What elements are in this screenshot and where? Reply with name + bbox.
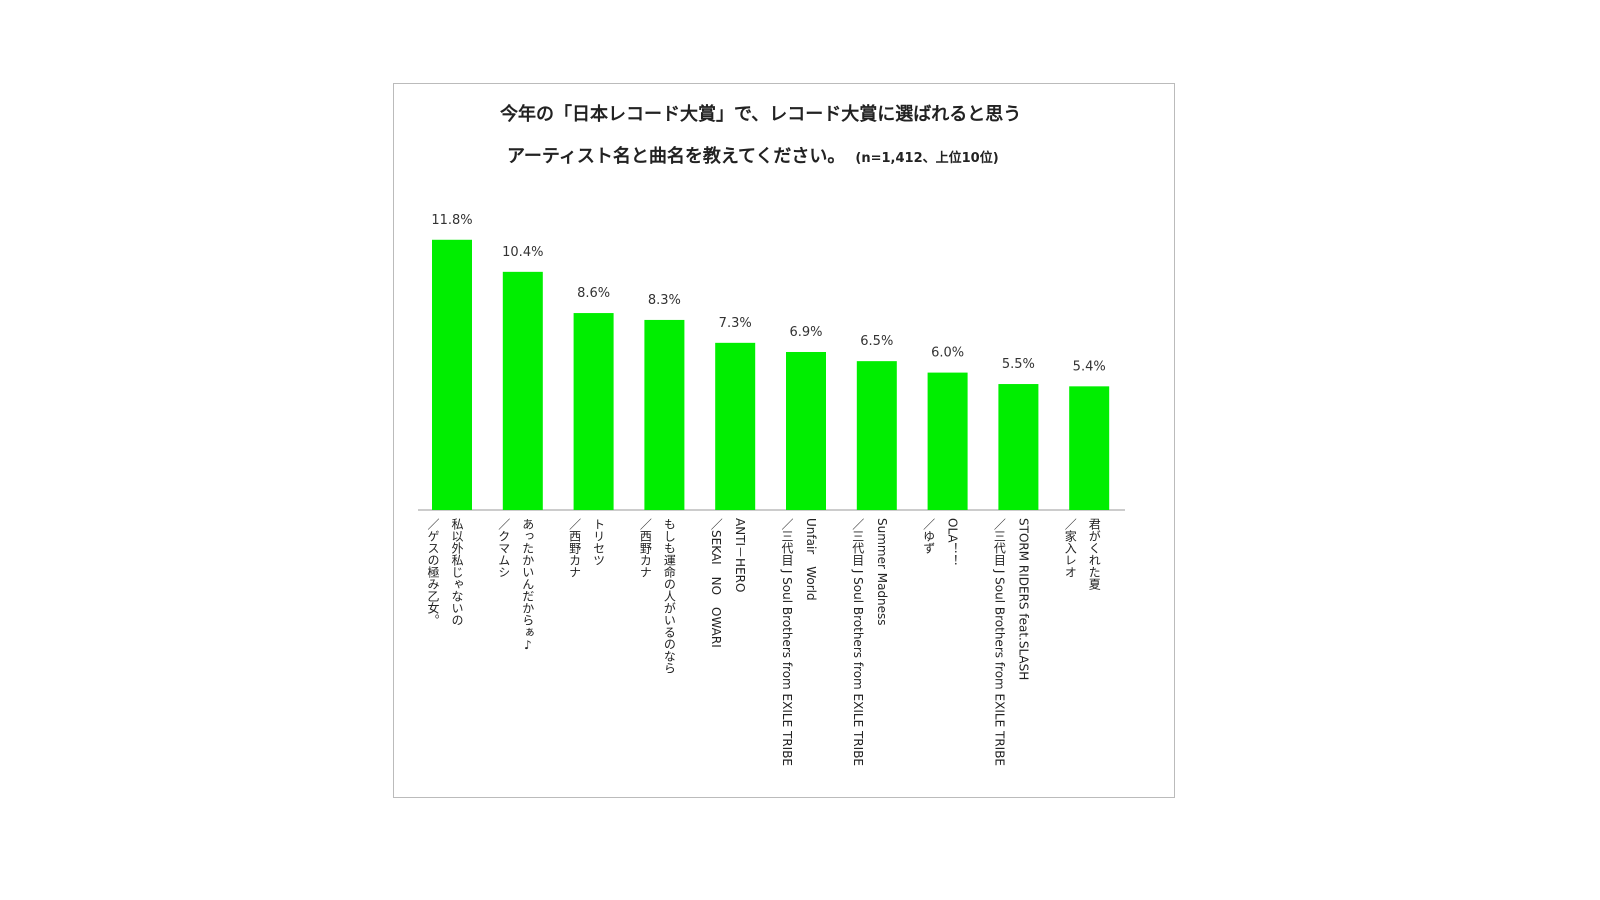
chart-subtitle: (n=1,412、上位10位) bbox=[855, 151, 999, 166]
x-tick-label: ／クマムシ bbox=[496, 518, 511, 578]
x-tick-label: ／ゲスの極み乙女。 bbox=[426, 518, 440, 626]
x-tick-label: Summer Madness bbox=[874, 518, 889, 626]
x-tick-label: ／家入レオ bbox=[1063, 518, 1078, 578]
x-tick-label: ／三代目 J Soul Brothers from EXILE TRIBE bbox=[780, 518, 794, 767]
x-tick-label: STORM RIDERS feat.SLASH bbox=[1016, 518, 1031, 681]
x-tick-label: ／三代目 J Soul Brothers from EXILE TRIBE bbox=[992, 518, 1007, 767]
bar bbox=[715, 342, 756, 510]
data-label: 6.9% bbox=[789, 325, 822, 340]
data-label: 6.0% bbox=[931, 346, 964, 361]
bar bbox=[856, 361, 897, 510]
x-tick-label: ／SEKAI NO OWARI bbox=[709, 518, 724, 648]
bar bbox=[1069, 386, 1110, 510]
bar bbox=[927, 372, 968, 510]
chart-title-line: アーティスト名と曲名を教えてください。 (n=1,412、上位10位) bbox=[507, 142, 999, 168]
x-tick-label: ／西野カナ bbox=[638, 518, 653, 578]
bar bbox=[786, 351, 826, 510]
bar bbox=[644, 319, 685, 510]
bar bbox=[573, 313, 614, 510]
x-tick-label: 私以外私じゃないの bbox=[450, 518, 464, 626]
data-label: 11.8% bbox=[431, 213, 472, 228]
bar bbox=[432, 239, 472, 510]
data-label: 8.3% bbox=[648, 293, 681, 308]
x-tick-label: ／三代目 J Soul Brothers from EXILE TRIBE bbox=[850, 518, 865, 767]
data-label: 6.5% bbox=[860, 334, 893, 349]
chart-title: 今年の「日本レコード大賞」で、レコード大賞に選ばれると思う bbox=[500, 104, 1022, 125]
bar bbox=[502, 271, 543, 510]
data-label: 8.6% bbox=[577, 286, 610, 301]
x-tick-label: ／西野カナ bbox=[567, 518, 582, 578]
x-tick-label: OLA！！ bbox=[945, 518, 960, 567]
data-label: 5.5% bbox=[1002, 357, 1035, 372]
data-label: 5.4% bbox=[1073, 359, 1106, 374]
x-tick-label: トリセツ bbox=[591, 518, 606, 566]
bar bbox=[998, 384, 1039, 510]
chart-title: アーティスト名と曲名を教えてください。 bbox=[507, 146, 846, 167]
x-tick-label: ／ゆず bbox=[921, 518, 936, 554]
x-tick-label: もしも運命の人がいるのなら bbox=[662, 518, 677, 674]
data-label: 7.3% bbox=[719, 316, 752, 331]
x-tick-label: Unfair World bbox=[804, 518, 818, 601]
chart-frame bbox=[393, 83, 1175, 798]
x-tick-label: ANTI－HERO bbox=[733, 518, 748, 593]
x-tick-label: あったかいんだからぁ♪ bbox=[520, 518, 535, 652]
data-label: 10.4% bbox=[502, 245, 543, 260]
x-tick-label: 君がくれた夏 bbox=[1087, 518, 1102, 590]
